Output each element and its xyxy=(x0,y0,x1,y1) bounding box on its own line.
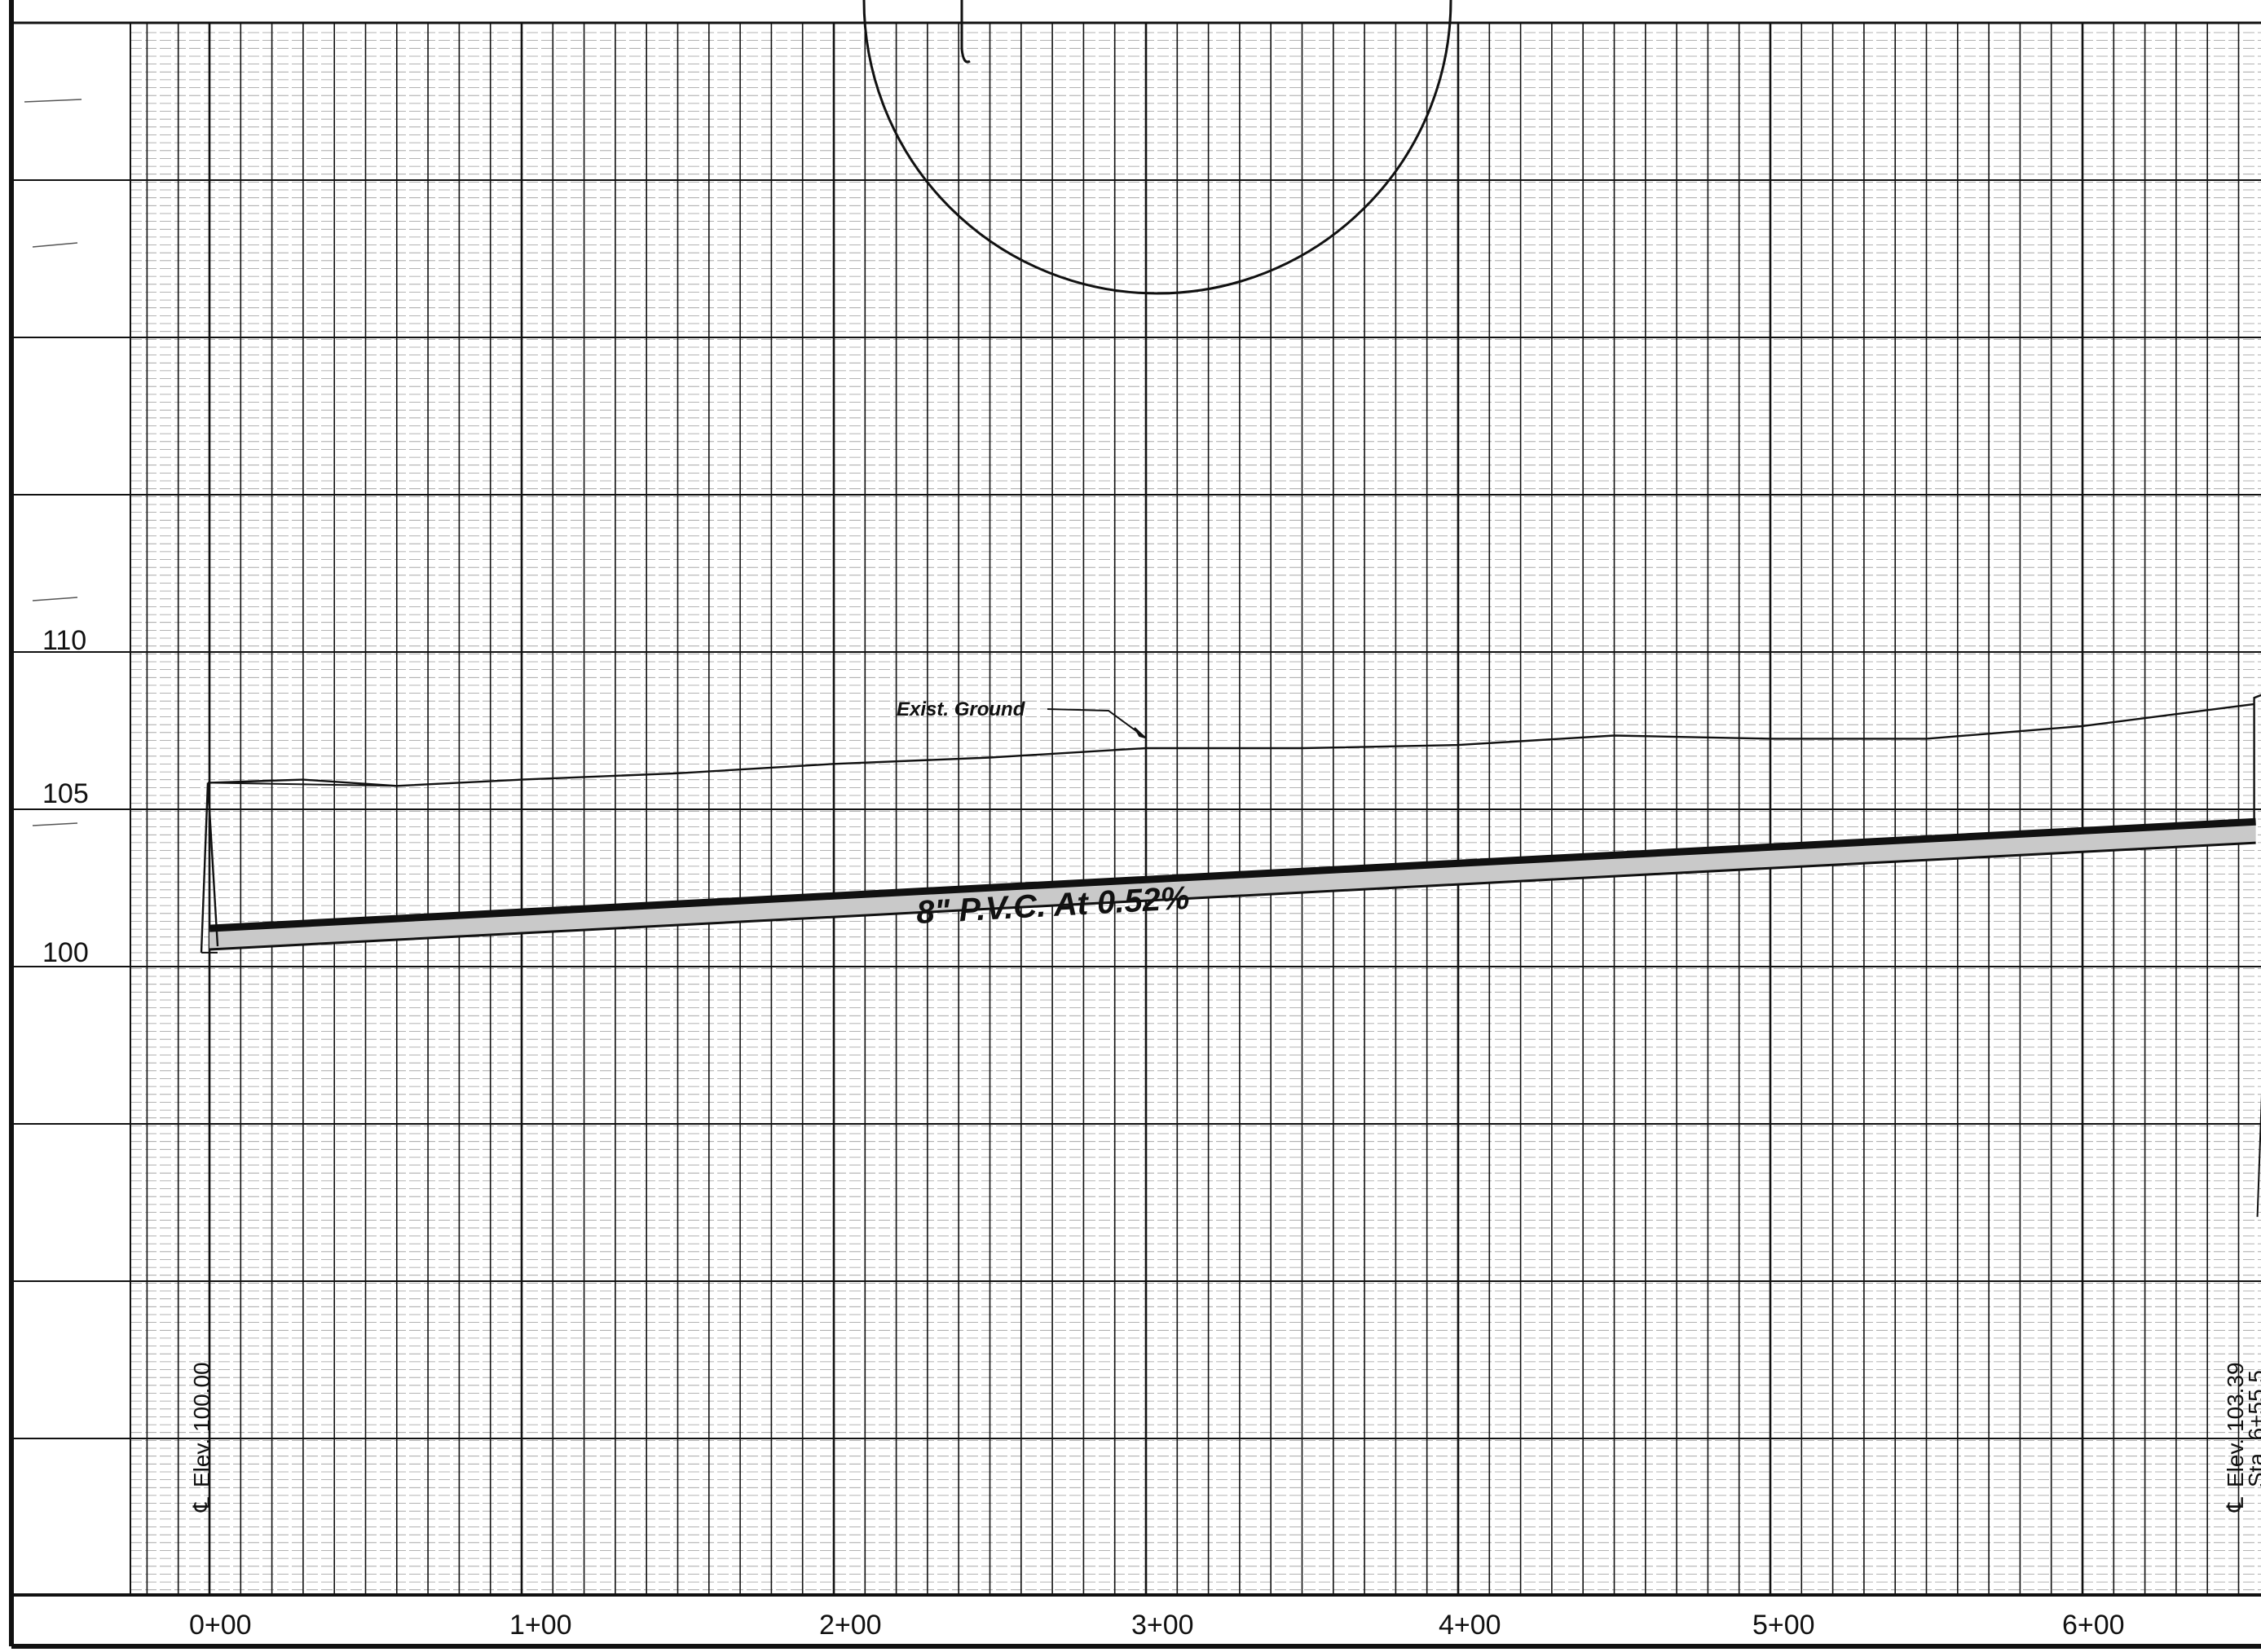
start-flowline-marker: ℄ xyxy=(189,1497,214,1513)
profile-plot xyxy=(200,694,2261,1218)
existing-ground-line xyxy=(209,703,2254,787)
end-flowline-station: Sta. 6+55.5 xyxy=(2244,1370,2261,1487)
station-label-5: 5+00 xyxy=(1752,1610,1815,1641)
pipe-invert-line xyxy=(209,841,2256,951)
existing-ground-label: Exist. Ground xyxy=(897,698,1026,720)
start-flowline-annotation: ℄ Elev. 100.00 xyxy=(189,1362,214,1513)
start-flowline-elevation: Elev. 100.00 xyxy=(189,1362,214,1487)
sheet-border xyxy=(9,0,2261,1649)
end-manhole xyxy=(2253,694,2261,822)
minor-grid xyxy=(130,32,2261,1591)
station-label-4: 4+00 xyxy=(1439,1610,1501,1641)
end-flowline-elevation: Elev. 103.39 xyxy=(2223,1362,2248,1487)
station-label-0: 0+00 xyxy=(189,1610,252,1641)
end-flowline-leader xyxy=(2256,1090,2261,1218)
pipe-fill xyxy=(209,822,2256,949)
station-label-6: 6+00 xyxy=(2062,1610,2125,1641)
end-flowline-annotation: ℄ Elev. 103.39 Sta. 6+55.5 xyxy=(2223,1362,2261,1513)
detail-callout-circle xyxy=(862,0,1452,295)
elevation-label-100: 100 xyxy=(42,937,89,968)
major-grid xyxy=(11,23,2261,1595)
start-manhole-top xyxy=(207,782,397,787)
station-label-3: 3+00 xyxy=(1131,1610,1194,1641)
station-label-2: 2+00 xyxy=(819,1610,882,1641)
elevation-label-105: 105 xyxy=(42,778,89,809)
start-manhole xyxy=(200,782,219,953)
pipe-crown-line xyxy=(209,817,2256,932)
ground-callout: Exist. Ground xyxy=(897,698,1146,738)
margin-marks xyxy=(24,99,82,826)
elevation-label-110: 110 xyxy=(42,625,86,656)
end-flowline-marker: ℄ xyxy=(2223,1497,2248,1513)
station-label-1: 1+00 xyxy=(509,1610,572,1641)
